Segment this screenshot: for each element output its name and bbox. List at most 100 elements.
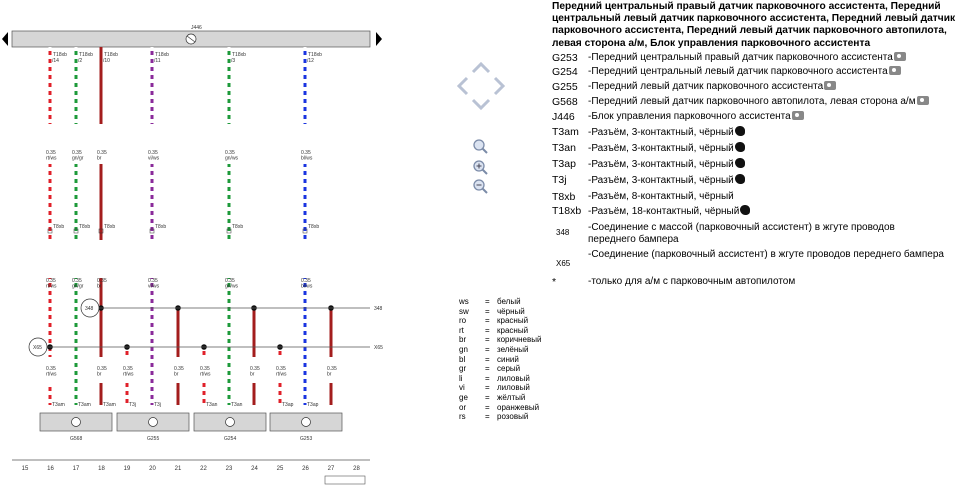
color-code-row: sw = чёрный bbox=[459, 307, 559, 317]
color-code-row: ws = белый bbox=[459, 297, 559, 307]
color-equals: = bbox=[485, 392, 490, 402]
component-code: T3j bbox=[552, 174, 567, 186]
sensor-symbol-icon bbox=[148, 417, 158, 427]
connector-label: T18xb bbox=[155, 52, 169, 58]
prev-page-icon[interactable] bbox=[2, 32, 8, 46]
camera-icon[interactable] bbox=[916, 96, 929, 105]
ruler-number: 16 bbox=[47, 466, 54, 472]
color-equals: = bbox=[485, 335, 490, 345]
wire-spec-label: 0.35 gn/gr bbox=[72, 278, 84, 290]
pin-label: /12 bbox=[307, 58, 314, 64]
plug-icon[interactable] bbox=[734, 174, 745, 184]
ruler-number: 23 bbox=[226, 466, 233, 472]
pan-controls bbox=[456, 61, 506, 111]
color-abbr: br bbox=[459, 335, 467, 345]
component-code: G253 bbox=[552, 52, 578, 64]
component-desc: -Разъём, 3-контактный, чёрный bbox=[588, 126, 745, 139]
color-name: синий bbox=[497, 354, 519, 364]
arrow-left-icon[interactable] bbox=[456, 76, 469, 96]
color-name: чёрный bbox=[497, 306, 525, 316]
sensor-label: G255 bbox=[147, 436, 159, 442]
plug-icon[interactable] bbox=[734, 126, 745, 136]
color-abbr: rt bbox=[459, 325, 464, 335]
color-abbr: rs bbox=[459, 412, 466, 422]
pin-label: /2 bbox=[78, 58, 82, 64]
ruler-tab bbox=[324, 475, 366, 485]
mid-connector-label: T8xb bbox=[79, 224, 90, 230]
connector-label: T18xb bbox=[232, 52, 246, 58]
connector-label: T18xb bbox=[53, 52, 67, 58]
wire-spec-label: 0.35 gn/ws bbox=[225, 150, 239, 162]
arrow-down-icon[interactable] bbox=[471, 98, 491, 111]
component-desc: -только для а/м с парковочным автопилото… bbox=[588, 276, 796, 287]
component-desc: -Передний левый датчик парковочного авто… bbox=[588, 96, 929, 108]
bottom-wire-label: 0.35 rt/ws bbox=[123, 366, 134, 378]
bottom-wire-label: 0.35 br bbox=[174, 366, 184, 378]
sensor-symbol-icon bbox=[301, 417, 311, 427]
sensor-label: G253 bbox=[300, 436, 312, 442]
color-name: красный bbox=[497, 316, 529, 326]
color-code-row: rt = красный bbox=[459, 326, 559, 336]
zoom-in-icon[interactable] bbox=[473, 160, 488, 175]
bottom-connector-label: T3j bbox=[154, 402, 161, 408]
component-code: G568 bbox=[552, 96, 578, 108]
ground-348-circle bbox=[80, 298, 100, 318]
ruler-number: 20 bbox=[149, 466, 156, 472]
mid-connector-label: T8xb bbox=[155, 224, 166, 230]
mid-connector-label: T8xb bbox=[53, 224, 64, 230]
zoom-icon[interactable] bbox=[473, 139, 488, 154]
color-code-row: ro = красный bbox=[459, 316, 559, 326]
bottom-wire-label: 0.35 rt/ws bbox=[276, 366, 287, 378]
bottom-connector-label: T3ap bbox=[282, 402, 294, 408]
camera-icon[interactable] bbox=[893, 52, 906, 61]
pin-label: /14 bbox=[52, 58, 59, 64]
color-equals: = bbox=[485, 364, 490, 374]
ruler-number: 24 bbox=[251, 466, 258, 472]
wire-spec-label: 0.35 rt/ws bbox=[46, 278, 57, 290]
pin-label: /11 bbox=[154, 58, 161, 64]
color-equals: = bbox=[485, 412, 490, 422]
next-page-icon[interactable] bbox=[376, 32, 382, 46]
color-name: белый bbox=[497, 297, 521, 306]
sensor-symbol-icon bbox=[71, 417, 81, 427]
ruler-number: 15 bbox=[22, 466, 29, 472]
color-abbr: or bbox=[459, 402, 467, 412]
sensor-label: G568 bbox=[70, 436, 82, 442]
wire-spec-label: 0.35 vi/ws bbox=[148, 278, 160, 290]
color-abbr: vi bbox=[459, 383, 465, 393]
bottom-connector-label: T3am bbox=[78, 402, 91, 408]
camera-icon[interactable] bbox=[824, 81, 837, 90]
zoom-out-icon[interactable] bbox=[473, 179, 488, 194]
bottom-wire-label: 0.35 br bbox=[327, 366, 337, 378]
color-name: розовый bbox=[497, 412, 529, 422]
color-equals: = bbox=[485, 354, 490, 364]
color-equals: = bbox=[485, 402, 490, 412]
pin-label: /3 bbox=[231, 58, 235, 64]
zoom-controls bbox=[473, 139, 488, 194]
arrow-up-icon[interactable] bbox=[471, 61, 491, 74]
color-name: красный bbox=[497, 325, 529, 335]
wire-spec-label: 0.35 rt/ws bbox=[46, 150, 57, 162]
wire-spec-label: 0.35 gn/ws bbox=[225, 278, 239, 290]
plug-icon[interactable] bbox=[740, 205, 751, 215]
connector-label: T18xb bbox=[308, 52, 322, 58]
ruler-number: 25 bbox=[277, 466, 284, 472]
color-code-row: li = лиловый bbox=[459, 374, 559, 384]
bottom-connector-label: T3ap bbox=[307, 402, 319, 408]
component-code: G254 bbox=[552, 66, 578, 78]
camera-icon[interactable] bbox=[791, 111, 804, 120]
bottom-connector-label: T3j bbox=[129, 402, 136, 408]
arrow-right-icon[interactable] bbox=[493, 76, 506, 96]
ruler-number: 26 bbox=[302, 466, 309, 472]
ruler-number: 27 bbox=[328, 466, 335, 472]
color-abbr: ro bbox=[459, 316, 467, 326]
component-desc: -Соединение с массой (парковочный ассист… bbox=[588, 222, 895, 245]
plug-icon[interactable] bbox=[734, 142, 745, 152]
right-mark-x65: X65 bbox=[374, 345, 383, 351]
wire-spec-label: 0.35 bl/ws bbox=[301, 150, 313, 162]
plug-icon[interactable] bbox=[734, 158, 745, 168]
wire-spec-label: 0.35 br bbox=[97, 278, 107, 290]
camera-icon[interactable] bbox=[888, 66, 901, 75]
ruler-number: 17 bbox=[73, 466, 80, 472]
color-equals: = bbox=[485, 325, 490, 335]
